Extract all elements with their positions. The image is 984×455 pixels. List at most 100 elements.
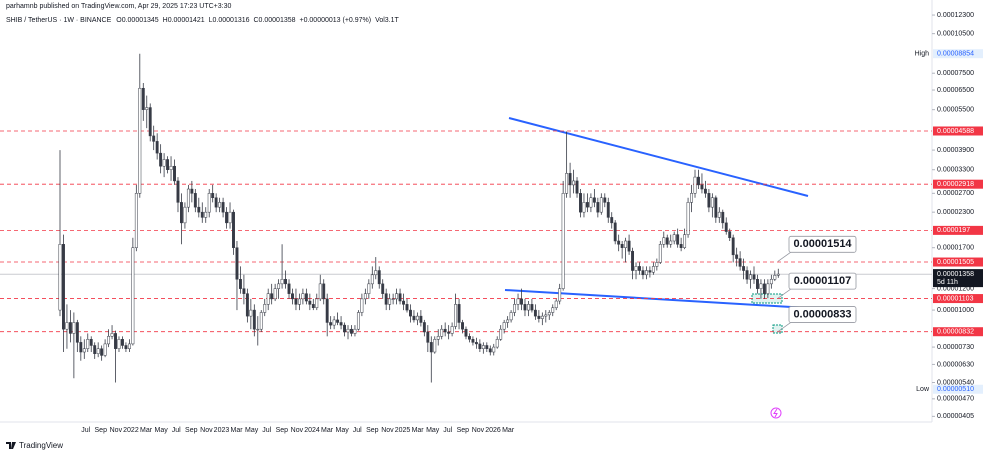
candle-body bbox=[638, 266, 641, 271]
x-tick-label: Nov bbox=[381, 427, 394, 434]
candle-body bbox=[464, 328, 468, 337]
candle-body bbox=[360, 298, 364, 313]
candle-body bbox=[79, 342, 83, 353]
candle-body bbox=[749, 274, 752, 280]
candle-body bbox=[523, 304, 527, 311]
candle-body bbox=[62, 244, 65, 330]
low: L0.00001316 bbox=[209, 17, 250, 24]
candle-body bbox=[599, 197, 603, 213]
candle-body bbox=[440, 328, 444, 337]
candle-body bbox=[672, 234, 676, 242]
candle-body bbox=[669, 240, 673, 245]
footer-brand: TradingView bbox=[19, 441, 63, 450]
candle-body bbox=[173, 165, 176, 182]
low-label: 0.00000510 bbox=[937, 386, 974, 393]
candle-body bbox=[412, 315, 416, 321]
y-tick-label: 0.00000630 bbox=[937, 361, 974, 368]
x-tick-label: Mar bbox=[231, 427, 244, 434]
change: +0.00000013 (+0.97%) bbox=[299, 17, 371, 24]
candle-body bbox=[613, 222, 617, 242]
candle-body bbox=[107, 336, 111, 345]
candle-body bbox=[207, 193, 211, 213]
footer: TradingView bbox=[6, 441, 63, 450]
y-tick-label: 0.00003300 bbox=[937, 167, 974, 174]
candle-body bbox=[294, 298, 298, 305]
candle-body bbox=[225, 211, 229, 224]
candle-body bbox=[527, 304, 530, 311]
countdown: 5d 11h bbox=[937, 279, 958, 286]
x-tick-label: Sep bbox=[366, 427, 379, 434]
candle-body bbox=[731, 237, 735, 256]
candle-body bbox=[259, 312, 263, 330]
candle-body bbox=[89, 339, 93, 346]
candle-body bbox=[634, 266, 638, 271]
y-tick-label: 0.00012300 bbox=[937, 12, 974, 19]
publisher: parhamnb published on TradingView.com, A… bbox=[6, 3, 231, 10]
candle-body bbox=[235, 247, 239, 280]
x-tick-label: May bbox=[154, 427, 168, 434]
candle-body bbox=[311, 304, 315, 309]
candle-body bbox=[565, 173, 569, 194]
candle-body bbox=[547, 312, 551, 316]
candle-body bbox=[606, 202, 610, 218]
y-tick-label: 0.00007500 bbox=[937, 70, 974, 77]
candle-body bbox=[627, 240, 631, 252]
candle-body bbox=[516, 298, 520, 305]
candle-body bbox=[436, 336, 440, 340]
candle-body bbox=[520, 298, 523, 305]
candle-body bbox=[572, 180, 576, 186]
level-tag bbox=[933, 225, 983, 235]
upper-trendline bbox=[508, 117, 809, 197]
high-tag bbox=[933, 49, 983, 59]
candle-body bbox=[232, 211, 235, 248]
candle-body bbox=[398, 293, 402, 302]
candle-body bbox=[724, 222, 728, 232]
candle-body bbox=[589, 197, 593, 208]
candle-body bbox=[690, 193, 693, 203]
candle-body bbox=[540, 315, 544, 319]
y-tick-label: 0.00000730 bbox=[937, 344, 974, 351]
candle-body bbox=[266, 293, 270, 305]
candle-body bbox=[530, 304, 534, 311]
x-tick-label: Mar bbox=[140, 427, 153, 434]
candle-body bbox=[402, 300, 405, 305]
candle-body bbox=[329, 322, 333, 326]
candle-body bbox=[68, 322, 72, 334]
y-tick-label: 0.00000405 bbox=[937, 413, 974, 420]
candle-body bbox=[752, 274, 756, 280]
lower-trendline bbox=[504, 289, 809, 309]
candle-body bbox=[58, 244, 62, 311]
candle-body bbox=[148, 107, 152, 137]
candle-body bbox=[703, 188, 707, 194]
candle-body bbox=[72, 322, 76, 334]
candle-body bbox=[579, 193, 582, 213]
candle-body bbox=[291, 293, 294, 300]
candle-body bbox=[471, 339, 475, 343]
candle-body bbox=[495, 339, 499, 348]
candle-body bbox=[301, 293, 305, 300]
candle-body bbox=[575, 180, 579, 194]
candle-body bbox=[183, 206, 187, 224]
x-tick-label: Jul bbox=[81, 427, 90, 434]
low-text: Low bbox=[916, 386, 930, 393]
candle-body bbox=[228, 211, 232, 224]
x-tick-label: 2026 bbox=[485, 427, 501, 434]
callout-pointer bbox=[777, 287, 793, 299]
level-tag bbox=[933, 294, 983, 304]
candle-body bbox=[75, 322, 79, 343]
open: O0.00001345 bbox=[116, 17, 159, 24]
candle-body bbox=[624, 240, 628, 248]
current-price-tag bbox=[933, 269, 983, 288]
candle-body bbox=[155, 141, 159, 154]
candle-body bbox=[533, 309, 537, 317]
candle-body bbox=[131, 247, 135, 345]
candle-body bbox=[374, 270, 378, 276]
candle-body bbox=[721, 211, 725, 224]
event-bolt bbox=[773, 408, 778, 418]
candle-body bbox=[426, 331, 430, 343]
candle-body bbox=[582, 202, 586, 213]
callout-box bbox=[788, 306, 857, 323]
level-label: 0.00004588 bbox=[937, 128, 974, 135]
candle-body bbox=[592, 197, 596, 203]
